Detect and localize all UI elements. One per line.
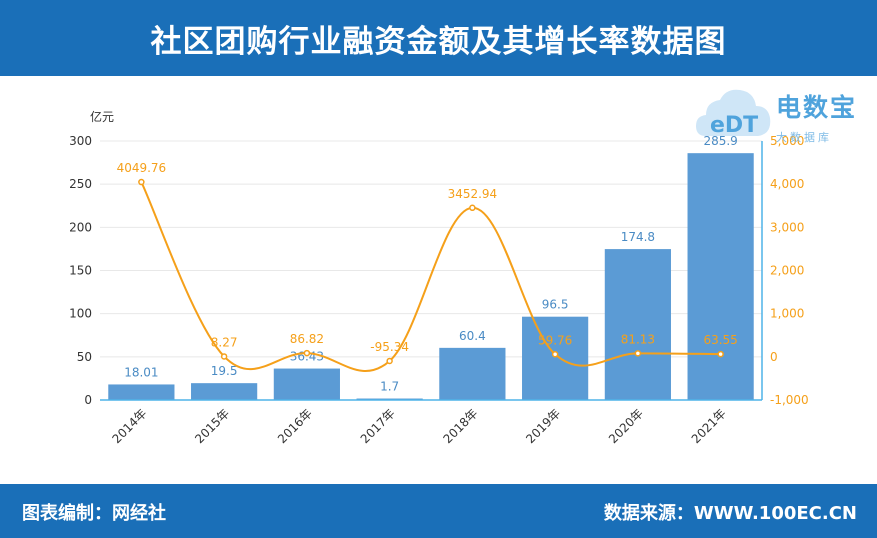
logo-brand: 电数宝 [776,93,858,122]
bar-data-label: 285.9 [703,134,737,148]
line-data-label: 63.55 [703,333,737,347]
line-data-label: 4049.76 [117,161,167,175]
line-point [551,351,559,358]
left-tick-label: 200 [69,220,92,234]
line-data-label: 59.76 [538,333,572,347]
bar [604,249,671,400]
chart-area: 0 50 100 150 200 250 300 -1,000 0 1,000 2,000 3,000… [69,109,809,446]
bar [273,368,340,400]
right-tick-label: 2,000 [770,264,804,278]
line-data-label: 81.13 [621,332,655,346]
left-tick-label: 300 [69,134,92,148]
bar [522,316,589,400]
bar [687,153,754,400]
line-data-label: -95.34 [370,340,409,354]
line-point [303,349,311,357]
logo-sub: 大数据库 [776,131,832,144]
bar-data-label: 174.8 [621,230,655,244]
left-axis-unit: 亿元 [90,109,114,124]
right-tick-label: 4,000 [770,177,804,191]
svg-text:eDT: eDT [710,113,758,138]
line-point [634,350,642,357]
line-point [220,353,228,360]
bar-data-label: 18.01 [124,365,158,379]
right-tick-label: 5,000 [770,134,804,148]
right-tick-label: 3,000 [770,220,804,234]
category-label: 2020年 [606,406,646,446]
left-tick-label: 0 [84,393,92,407]
bar-data-label: 60.4 [459,329,486,343]
bar-data-label: 96.5 [542,298,569,312]
line-data-label: 86.82 [290,332,324,346]
logo: eDT 电数宝 大数据库 [694,84,874,154]
bar [108,384,175,400]
footer-source: 数据来源：WWW.100EC.CN [603,503,857,524]
bar-data-label: 1.7 [380,380,399,394]
right-tick-label: -1,000 [770,393,809,407]
left-tick-label: 100 [69,307,92,321]
line-data-label: 8.27 [211,335,238,349]
bar-data-label: 19.5 [211,364,238,378]
line-point [469,204,476,212]
chart-title: 社区团购行业融资金额及其增长率数据图 [150,23,727,60]
line-point [138,178,145,186]
category-label: 2016年 [275,406,315,446]
right-tick-label: 0 [770,350,778,364]
footer-compiler: 图表编制：网经社 [22,503,166,524]
chart-header: 社区团购行业融资金额及其增长率数据图 [0,0,877,76]
chart-footer: 图表编制：网经社 数据来源：WWW.100EC.CN [0,484,877,538]
bar [191,383,258,400]
category-label: 2021年 [689,406,729,446]
category-label: 2018年 [441,406,481,446]
category-label: 2017年 [358,406,398,446]
left-tick-label: 150 [69,264,92,278]
cloud-logo-icon: eDT [696,89,771,138]
line-point [717,350,724,358]
right-tick-label: 1,000 [770,307,804,321]
left-tick-label: 50 [77,350,92,364]
category-label: 2019年 [523,406,563,446]
left-tick-label: 250 [69,177,92,191]
category-label: 2015年 [192,406,232,446]
category-label: 2014年 [110,406,150,446]
line-point [386,357,393,365]
bar [439,347,506,400]
line-data-label: 3452.94 [448,187,498,201]
